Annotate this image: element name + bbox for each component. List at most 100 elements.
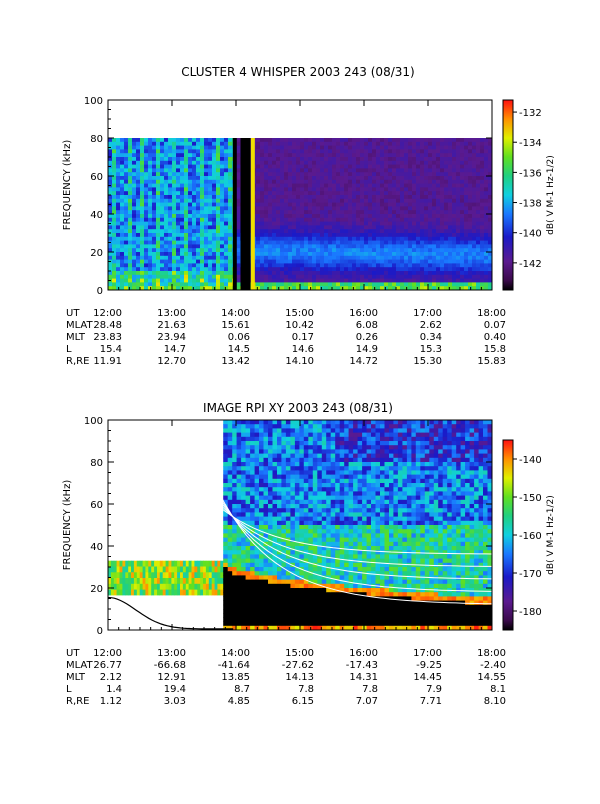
ephemeris-value: 14:00: [221, 308, 250, 319]
y-tick-label: 0: [97, 286, 103, 297]
ephemeris-value: 0.17: [292, 332, 314, 343]
ephemeris-row-name: R,RE: [66, 356, 89, 367]
ephemeris-value: 19.4: [164, 684, 186, 695]
ephemeris-value: 14.45: [413, 672, 442, 683]
ephemeris-value: 14.10: [285, 356, 314, 367]
data-edge: [251, 138, 255, 290]
ephemeris-row-name: MLT: [66, 332, 86, 343]
ephemeris-value: -2.40: [480, 660, 506, 671]
ephemeris-value: 0.06: [228, 332, 250, 343]
ephemeris-row-name: UT: [66, 648, 80, 659]
ephemeris-value: 14.72: [349, 356, 378, 367]
ephemeris-value: 6.15: [292, 696, 314, 707]
panel2-ylabel: FREQUENCY (kHz): [62, 480, 73, 571]
ephemeris-value: 4.85: [228, 696, 250, 707]
colorbar-tick-label: -132: [519, 108, 542, 119]
y-tick-label: 80: [90, 134, 103, 145]
ephemeris-value: -41.64: [218, 660, 250, 671]
ephemeris-value: 7.8: [362, 684, 378, 695]
ephemeris-value: -66.68: [154, 660, 186, 671]
ephemeris-value: 17:00: [413, 648, 442, 659]
panel2-title: IMAGE RPI XY 2003 243 (08/31): [203, 401, 393, 415]
ephemeris-row-name: MLT: [66, 672, 86, 683]
ephemeris-row-name: L: [66, 684, 72, 695]
colorbar-tick-label: -180: [519, 607, 542, 618]
panel1-spectrogram: [108, 138, 492, 290]
ephemeris-value: 15:00: [285, 308, 314, 319]
ephemeris-value: 21.63: [157, 320, 186, 331]
ephemeris-value: 13:00: [157, 308, 186, 319]
y-tick-label: 40: [90, 210, 103, 221]
ephemeris-value: 0.34: [420, 332, 442, 343]
ephemeris-value: 8.7: [234, 684, 250, 695]
y-tick-label: 20: [90, 584, 103, 595]
ephemeris-value: 17:00: [413, 308, 442, 319]
data-gap: [240, 138, 250, 290]
ephemeris-value: 15.3: [420, 344, 442, 355]
colorbar-tick-label: -170: [519, 569, 542, 580]
panel1-title: CLUSTER 4 WHISPER 2003 243 (08/31): [181, 65, 414, 79]
panel-cluster: CLUSTER 4 WHISPER 2003 243 (08/31) FREQU…: [62, 65, 556, 367]
y-tick-label: 100: [84, 96, 103, 107]
ephemeris-value: 12.70: [157, 356, 186, 367]
colorbar-tick-label: -140: [519, 455, 542, 466]
ephemeris-value: 12:00: [93, 648, 122, 659]
ephemeris-value: 1.12: [100, 696, 122, 707]
colorbar-tick-label: -150: [519, 493, 542, 504]
ephemeris-value: -9.25: [416, 660, 442, 671]
colorbar-tick-label: -138: [519, 199, 542, 210]
y-tick-label: 60: [90, 500, 103, 511]
ephemeris-value: 1.4: [106, 684, 122, 695]
ephemeris-value: 0.07: [484, 320, 506, 331]
ephemeris-row-name: UT: [66, 308, 80, 319]
ephemeris-value: 15.61: [221, 320, 250, 331]
y-tick-label: 40: [90, 542, 103, 553]
ephemeris-value: 16:00: [349, 648, 378, 659]
ephemeris-value: -27.62: [282, 660, 314, 671]
ephemeris-value: 14.5: [228, 344, 250, 355]
panel2-spectrogram: [108, 420, 492, 630]
colorbar-tick-label: -134: [519, 138, 542, 149]
ephemeris-row-name: R,RE: [66, 696, 89, 707]
ephemeris-value: 14.7: [164, 344, 186, 355]
y-tick-label: 20: [90, 248, 103, 259]
ephemeris-value: 15.30: [413, 356, 442, 367]
ephemeris-value: 23.94: [157, 332, 186, 343]
y-tick-label: 100: [84, 416, 103, 427]
y-tick-label: 0: [97, 626, 103, 637]
ephemeris-value: 13.42: [221, 356, 250, 367]
ephemeris-value: 7.8: [298, 684, 314, 695]
ephemeris-value: 13:00: [157, 648, 186, 659]
ephemeris-value: 3.03: [164, 696, 186, 707]
ephemeris-value: 6.08: [356, 320, 378, 331]
colorbar-tick-label: -140: [519, 229, 542, 240]
ephemeris-value: 14:00: [221, 648, 250, 659]
ephemeris-value: 23.83: [93, 332, 122, 343]
ephemeris-value: 15.83: [477, 356, 506, 367]
ephemeris-value: 14.31: [349, 672, 378, 683]
ephemeris-value: 15:00: [285, 648, 314, 659]
ephemeris-value: 18:00: [477, 308, 506, 319]
ephemeris-value: 14.6: [292, 344, 314, 355]
ephemeris-row-name: L: [66, 344, 72, 355]
panel1-colorbar: [503, 100, 513, 290]
ephemeris-value: 8.10: [484, 696, 506, 707]
ephemeris-value: 2.12: [100, 672, 122, 683]
panel1-colorbar-label: dB( V M-1 Hz-1/2): [546, 155, 556, 235]
ephemeris-value: 14.13: [285, 672, 314, 683]
ephemeris-value: 10.42: [285, 320, 314, 331]
ephemeris-value: 7.07: [356, 696, 378, 707]
ephemeris-value: 16:00: [349, 308, 378, 319]
y-tick-label: 80: [90, 458, 103, 469]
ephemeris-value: -17.43: [346, 660, 378, 671]
ephemeris-value: 0.40: [484, 332, 506, 343]
ephemeris-value: 28.48: [93, 320, 122, 331]
ephemeris-value: 14.9: [356, 344, 378, 355]
ephemeris-value: 8.1: [490, 684, 506, 695]
panel1-ylabel: FREQUENCY (kHz): [62, 140, 73, 231]
data-gap: [233, 138, 237, 290]
ephemeris-value: 7.9: [426, 684, 442, 695]
